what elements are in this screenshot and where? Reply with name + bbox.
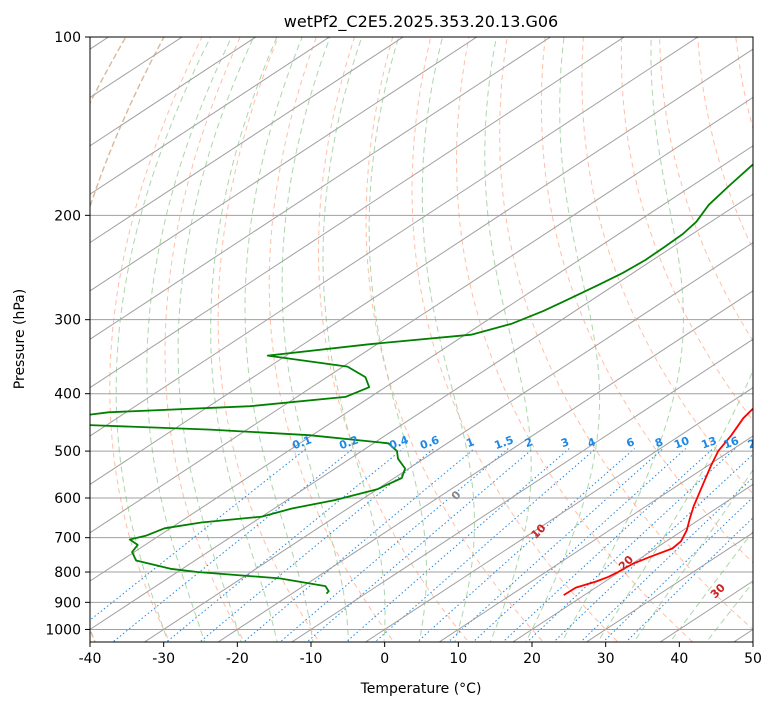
- moist-adiabat-line: [322, 37, 386, 642]
- plot-frame: [89, 36, 754, 643]
- isotherm-line: [217, 290, 753, 642]
- mixing-ratio-label: 16: [722, 434, 741, 452]
- y-tick-label: 300: [54, 313, 81, 329]
- isotherm-line: [511, 483, 753, 642]
- mixing-ratio-label: 1: [464, 435, 476, 450]
- isotherm-line: [90, 48, 753, 485]
- isotherm-line: [90, 37, 404, 244]
- moist-adiabat-line: [281, 37, 350, 642]
- mixing-ratio-label: 2: [523, 435, 535, 450]
- isotherm-line: [143, 241, 753, 642]
- isotherm-line: [90, 37, 625, 389]
- isotherm-line: [90, 145, 753, 582]
- isotherms: [90, 37, 753, 642]
- y-tick-label: 400: [54, 387, 81, 403]
- isotherm-line: [90, 37, 699, 437]
- moist-adiabat-line: [561, 37, 684, 642]
- mixing-ratio-label: 13: [700, 434, 719, 451]
- mixing-ratio-label: 4: [586, 435, 598, 450]
- moist-adiabat-line: [146, 37, 233, 642]
- dewpoint-profile-line: [90, 163, 753, 595]
- mixing-ratio-label: 10: [672, 434, 691, 452]
- dry-adiabat-line: [365, 37, 544, 642]
- mixing-ratio-line: [242, 448, 475, 642]
- mixing-ratio-label: 3: [559, 435, 571, 450]
- mixing-ratio-label: 8: [653, 435, 665, 450]
- moist-adiabats: [115, 37, 753, 642]
- moist-adiabat-line: [705, 581, 753, 642]
- y-axis-label: Pressure (hPa): [12, 289, 28, 389]
- mixing-ratio-label: 0.4: [387, 433, 410, 452]
- moist-adiabat-line: [244, 37, 314, 642]
- moist-adiabat-line: [210, 37, 278, 642]
- mixing-ratio-label: 0.6: [418, 433, 441, 452]
- y-tick-label: 800: [54, 565, 81, 581]
- mixing-ratio-label: 1.5: [493, 433, 516, 452]
- mixing-ratio-line: [199, 448, 435, 642]
- x-tick-label: 50: [744, 651, 762, 667]
- plot-area: -100-90-80-70-60-50-40-30-20-10010203040…: [90, 37, 765, 642]
- y-axis-ticks: 100 200 300 400 500 600 700 800 900 1000: [45, 30, 90, 638]
- isotherm-line: [90, 37, 552, 340]
- x-tick-label: 40: [670, 651, 688, 667]
- moist-adiabat-line: [484, 37, 532, 642]
- x-axis-label: Temperature (°C): [360, 681, 482, 697]
- mixing-ratio-label: 0.1: [291, 433, 314, 452]
- isopleth-labels: -100-90-80-70-60-50-40-30-20-10010203040…: [291, 433, 765, 601]
- isotherm-line: [90, 37, 478, 292]
- moist-adiabat-line: [669, 530, 753, 642]
- x-tick-label: 10: [449, 651, 467, 667]
- isotherm-line: [438, 435, 753, 642]
- moist-adiabat-line: [115, 37, 212, 642]
- mixing-ratio-label: 6: [625, 435, 637, 450]
- y-tick-label: 1000: [45, 622, 81, 638]
- x-tick-label: -30: [152, 651, 175, 667]
- x-tick-label: -20: [226, 651, 249, 667]
- y-tick-label: 600: [54, 491, 81, 507]
- moist-adiabat-line: [421, 37, 475, 642]
- dry-adiabat-line: [164, 37, 245, 642]
- y-tick-label: 700: [54, 531, 81, 547]
- isotherm-line: [90, 193, 753, 631]
- mixing-ratio-line: [579, 476, 753, 642]
- moist-adiabat-line: [633, 469, 753, 642]
- x-axis-ticks: -40 -30 -20 -10 0 10 20 30 40 50: [79, 642, 762, 667]
- x-tick-label: -40: [79, 651, 102, 667]
- mixing-ratio-line: [165, 448, 404, 642]
- isotherm-line: [364, 387, 753, 642]
- profile-series: [90, 163, 753, 596]
- x-tick-label: 30: [597, 651, 615, 667]
- mixing-ratio-label: 0.2: [337, 433, 360, 452]
- isotherm-line: [290, 338, 753, 642]
- mixing-ratio-label: 20: [746, 434, 765, 452]
- moist-adiabat-line: [177, 37, 255, 642]
- isotherm-line: [90, 37, 257, 147]
- mixing-ratio-line: [526, 448, 736, 642]
- isotherm-line: [90, 96, 753, 534]
- x-tick-label: -10: [300, 651, 323, 667]
- isotherm-line: [90, 37, 331, 195]
- moist-adiabat-line: [525, 37, 601, 642]
- chart-title: wetPf2_C2E5.2025.353.20.13.G06: [284, 12, 558, 32]
- y-tick-label: 900: [54, 595, 81, 611]
- mixing-ratio-line: [90, 448, 307, 621]
- y-tick-label: 100: [54, 30, 81, 46]
- x-tick-label: 0: [380, 651, 389, 667]
- y-tick-label: 200: [54, 208, 81, 224]
- moist-adiabat-line: [368, 37, 427, 642]
- moist-adiabat-line: [596, 369, 753, 642]
- dry-adiabat-line: [317, 37, 470, 642]
- isotherm-line: [585, 532, 753, 642]
- temperature-profile-line: [563, 407, 753, 596]
- x-tick-label: 20: [523, 651, 541, 667]
- y-tick-label: 500: [54, 444, 81, 460]
